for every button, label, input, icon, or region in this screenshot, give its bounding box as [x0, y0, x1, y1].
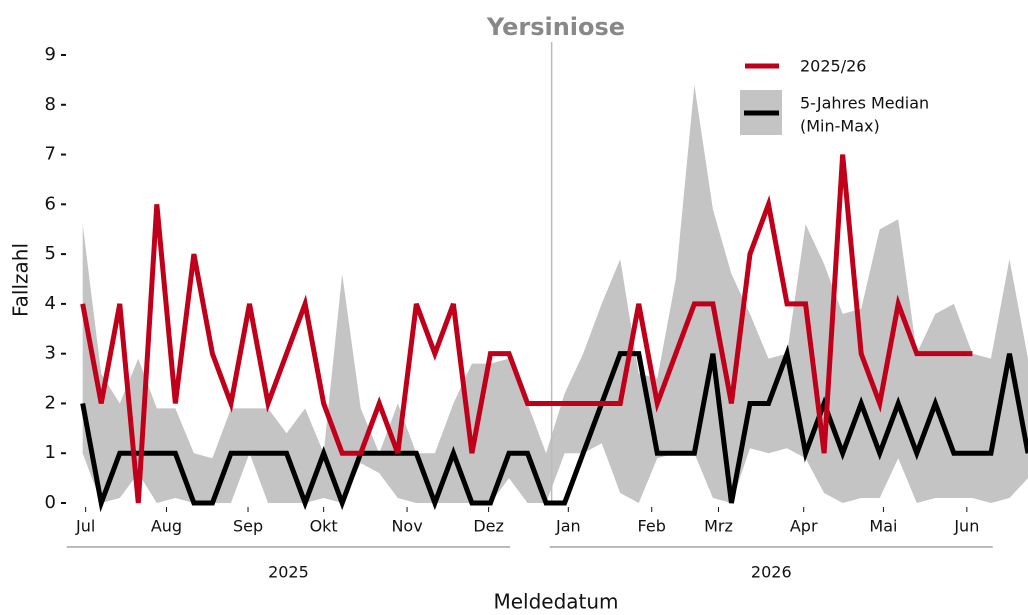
y-tick-label: 1: [45, 442, 56, 463]
x-tick-label: Nov: [391, 517, 422, 536]
min-max-band: [82, 84, 1028, 503]
x-tick-label: Mai: [869, 517, 897, 536]
year-label: 2026: [751, 563, 792, 582]
x-axis-label: Meldedatum: [493, 590, 618, 614]
legend-label: 5-Jahres Median: [800, 94, 929, 113]
legend-label: 2025/26: [800, 57, 866, 76]
series-line: [80, 344, 1028, 513]
x-tick-label: Jan: [555, 517, 581, 536]
series-line: [80, 154, 973, 504]
y-tick-label: 2: [45, 392, 56, 413]
x-tick-label: Aug: [151, 517, 182, 536]
x-tick-label: Dez: [473, 517, 504, 536]
y-tick-label: 7: [45, 144, 56, 165]
year-label: 2025: [268, 563, 309, 582]
y-tick-label: 9: [45, 44, 56, 65]
y-tick-label: 3: [45, 343, 56, 364]
x-tick-label: Okt: [310, 517, 338, 536]
x-tick-label: Apr: [790, 517, 818, 536]
legend-label: (Min-Max): [800, 117, 880, 136]
y-tick-label: 8: [45, 94, 56, 115]
chart-title: Yersiniose: [486, 13, 625, 41]
x-tick-label: Jul: [75, 517, 95, 536]
y-axis-label: Fallzahl: [9, 243, 33, 317]
x-tick-label: Feb: [638, 517, 666, 536]
y-tick-label: 0: [45, 492, 56, 513]
y-tick-label: 6: [45, 193, 56, 214]
y-tick-label: 4: [45, 293, 56, 314]
x-tick-label: Sep: [233, 517, 263, 536]
x-tick-label: Mrz: [704, 517, 733, 536]
y-tick-label: 5: [45, 243, 56, 264]
x-tick-label: Jun: [953, 517, 979, 536]
